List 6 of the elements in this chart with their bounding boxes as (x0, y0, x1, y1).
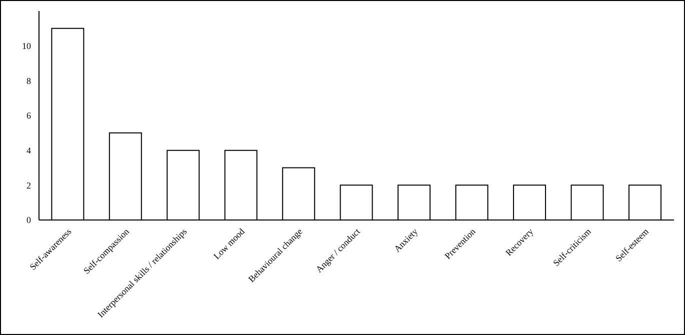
y-tick-label: 4 (26, 146, 32, 156)
y-tick-label: 8 (26, 76, 32, 86)
y-tick-label: 2 (26, 180, 31, 190)
y-tick-label: 0 (26, 215, 32, 226)
y-tick-label: 6 (26, 110, 32, 121)
y-tick-label: 10 (22, 41, 32, 52)
